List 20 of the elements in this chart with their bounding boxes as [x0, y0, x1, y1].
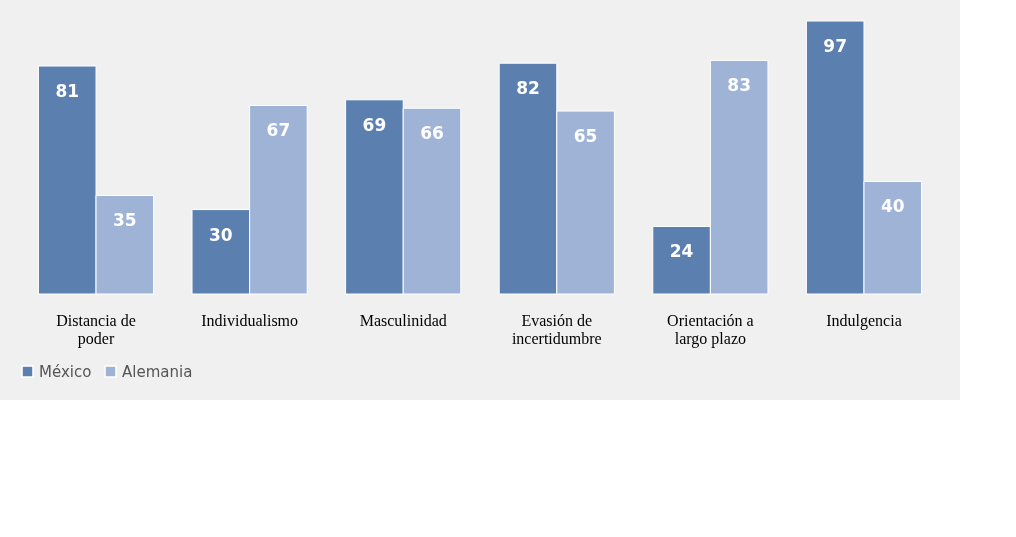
x-tick-label: Distancia de poder [56, 311, 136, 348]
legend-label: México [39, 362, 92, 381]
data-label: 67 [266, 120, 291, 141]
x-tick-label: Orientación a largo plazo [667, 311, 754, 348]
x-tick-label: Evasión de incertidumbre [511, 311, 602, 347]
data-label: 24 [669, 241, 694, 262]
data-label: 35 [112, 210, 137, 231]
data-label: 65 [573, 126, 598, 147]
data-label: 82 [516, 78, 540, 99]
x-tick-label: Masculinidad [359, 311, 447, 329]
data-label: 40 [880, 196, 905, 217]
data-label: 66 [420, 123, 444, 144]
data-label: 97 [823, 36, 848, 56]
legend-label: Alemania [122, 362, 193, 381]
data-label: 81 [55, 81, 80, 102]
data-label: 30 [208, 224, 233, 245]
x-tick-label: Individualismo [201, 311, 299, 329]
data-label: 83 [727, 75, 752, 96]
data-label: 69 [362, 114, 387, 135]
x-tick-label: Indulgencia [826, 311, 902, 330]
